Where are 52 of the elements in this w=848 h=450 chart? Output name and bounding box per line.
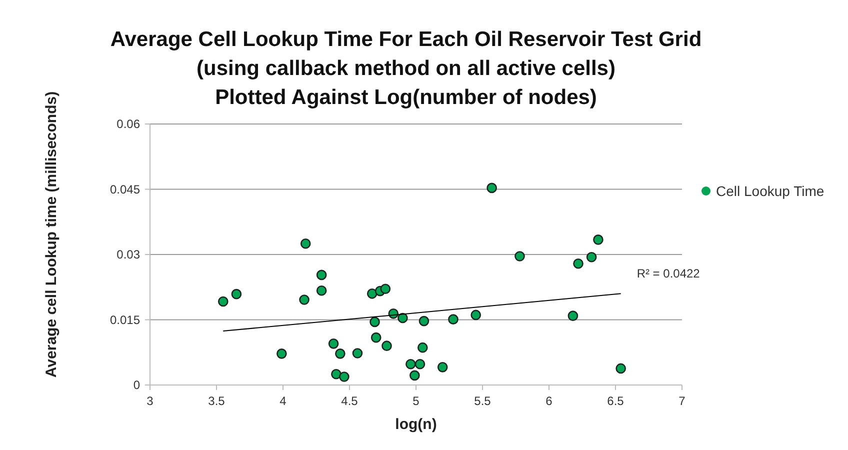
point — [573, 258, 584, 269]
y-axis-title: Average cell Lookup time (milliseconds) — [43, 91, 60, 378]
y-tick-label: 0.06 — [116, 117, 140, 131]
point — [448, 314, 458, 324]
annotation: R² = 0.0422 — [636, 266, 700, 281]
point — [218, 296, 228, 307]
point — [406, 358, 416, 370]
point — [335, 348, 346, 359]
point — [316, 270, 327, 280]
point — [380, 284, 391, 294]
point — [437, 362, 448, 372]
point — [299, 294, 310, 305]
point — [382, 340, 392, 352]
point — [231, 288, 242, 300]
point — [470, 310, 482, 320]
x-tick-label: 3 — [146, 394, 154, 408]
point — [410, 370, 420, 381]
y-tick-label: 0.015 — [110, 312, 140, 327]
point — [417, 342, 428, 353]
point — [370, 316, 380, 328]
point — [366, 288, 378, 299]
x-tick-label: 5 — [412, 394, 420, 408]
point — [352, 348, 363, 358]
x-tick-label: 3.5 — [208, 394, 226, 408]
y-tick-label: 0.03 — [116, 248, 140, 262]
x-tick-label: 6 — [546, 394, 553, 408]
point — [414, 358, 426, 370]
legend-label: Cell Lookup Time — [716, 183, 824, 199]
point — [316, 285, 327, 296]
point — [586, 252, 597, 262]
chart-title: Average Cell Lookup Time For Each Oil Reservoir Test Grid (using callback method on all active cells) Plotted Against Log(number of nodes) — [110, 28, 702, 109]
x-tick-label: 7 — [678, 394, 686, 408]
x-tick-label: 4 — [280, 394, 287, 408]
x-axis-title: log(n) — [395, 416, 437, 433]
point — [276, 348, 287, 359]
y-tick-label: 0 — [133, 378, 140, 392]
y-tick-label: 0.045 — [110, 182, 140, 196]
point — [616, 363, 626, 374]
point — [339, 372, 350, 382]
point — [568, 310, 578, 321]
x-tick-label: 4.5 — [341, 394, 358, 408]
point — [486, 182, 497, 194]
x-tick-label: 5.5 — [474, 394, 492, 408]
point — [300, 238, 311, 249]
point — [331, 368, 342, 380]
point — [328, 338, 339, 349]
point — [593, 234, 604, 245]
point — [514, 251, 525, 262]
x-tick-label: 6.5 — [607, 394, 624, 408]
point — [418, 316, 430, 326]
point — [398, 312, 408, 324]
point — [370, 332, 382, 343]
